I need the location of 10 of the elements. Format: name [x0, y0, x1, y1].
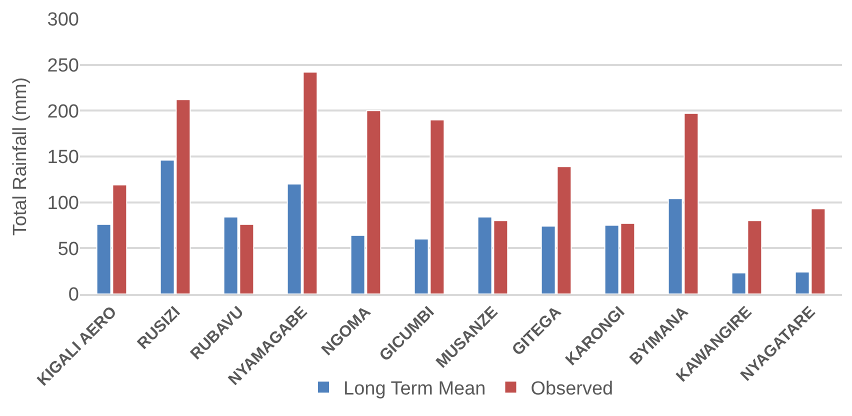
y-tick-label: 250	[47, 55, 79, 76]
y-tick-label: 300	[47, 10, 79, 31]
legend-label: Long Term Mean	[344, 378, 486, 400]
y-tick-label: 0	[68, 284, 79, 306]
y-tick-label: 200	[47, 101, 79, 122]
y-tick-label: 150	[47, 147, 79, 168]
legend-label: Observed	[530, 378, 614, 400]
y-tick-label: 100	[47, 192, 79, 214]
y-axis-title: Total Rainfall (mm)	[10, 77, 32, 236]
y-tick-label: 50	[58, 238, 79, 260]
